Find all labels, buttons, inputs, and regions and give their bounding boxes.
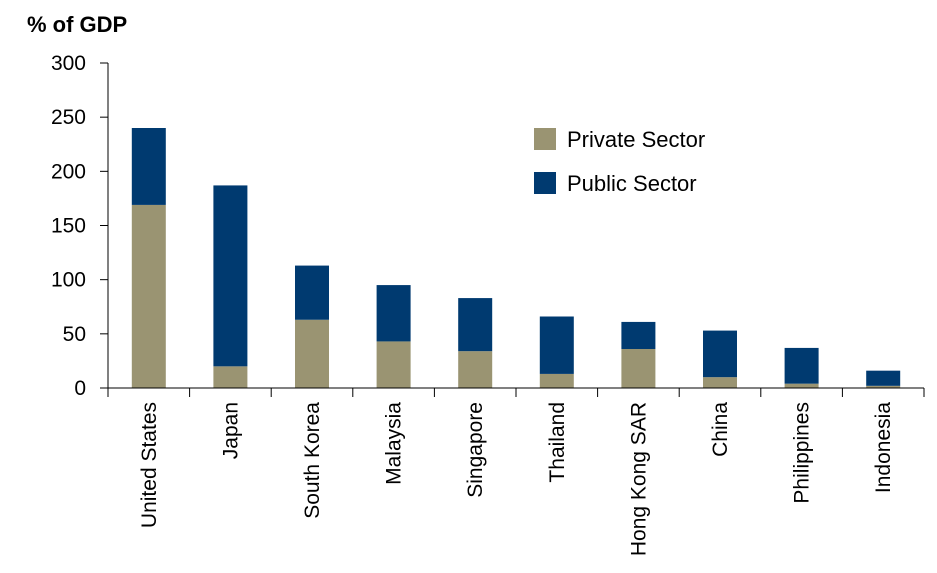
y-tick-label: 100 — [51, 269, 86, 292]
bar-public-sector — [131, 128, 166, 205]
bar-public-sector — [703, 330, 737, 378]
y-tick-label: 250 — [51, 106, 86, 129]
legend-label: Public Sector — [567, 171, 697, 196]
bar-private-sector — [866, 385, 901, 388]
bar-private-sector — [621, 349, 656, 388]
y-tick-label: 200 — [51, 160, 86, 183]
x-category-label: Singapore — [464, 402, 487, 498]
bar-private-sector — [784, 383, 819, 388]
y-tick-label: 50 — [63, 323, 86, 346]
bar-private-sector — [703, 377, 737, 388]
bar-public-sector — [458, 298, 493, 352]
x-category-label: Hong Kong SAR — [627, 402, 650, 556]
x-category-label: Philippines — [791, 402, 814, 504]
bar-public-sector — [376, 285, 411, 342]
bar-private-sector — [539, 373, 574, 388]
legend-swatch — [534, 172, 556, 194]
x-axis-labels: United States Japan South Korea Malaysia Sin… — [138, 402, 895, 556]
bar-private-sector — [213, 366, 248, 388]
bar-private-sector — [131, 204, 166, 388]
x-category-label: South Korea — [301, 402, 324, 519]
y-axis-ticks: 0 50 100 150 200 250 300 — [51, 52, 108, 400]
axes — [107, 63, 925, 397]
bar-public-sector — [784, 347, 819, 384]
x-category-label: Indonesia — [872, 402, 895, 493]
x-category-label: United States — [138, 402, 161, 528]
legend-swatch — [534, 128, 556, 150]
y-tick-label: 300 — [51, 52, 86, 75]
bar-private-sector — [295, 319, 329, 388]
bar-public-sector — [539, 316, 574, 374]
bar-public-sector — [213, 185, 248, 367]
y-tick-label: 150 — [51, 215, 86, 238]
y-axis-label: % of GDP — [27, 12, 127, 37]
bar-private-sector — [376, 341, 411, 388]
bar-public-sector — [621, 321, 656, 349]
x-category-label: China — [709, 402, 732, 457]
x-category-label: Thailand — [546, 402, 569, 483]
bar-public-sector — [866, 370, 901, 386]
y-tick-label: 0 — [74, 377, 86, 400]
bar-private-sector — [458, 351, 493, 388]
legend-label: Private Sector — [567, 127, 705, 152]
x-category-label: Japan — [219, 402, 242, 459]
x-category-label: Malaysia — [383, 402, 406, 485]
legend: Private Sector Public Sector — [534, 127, 705, 196]
bars-group — [131, 128, 901, 388]
bar-public-sector — [295, 265, 329, 320]
